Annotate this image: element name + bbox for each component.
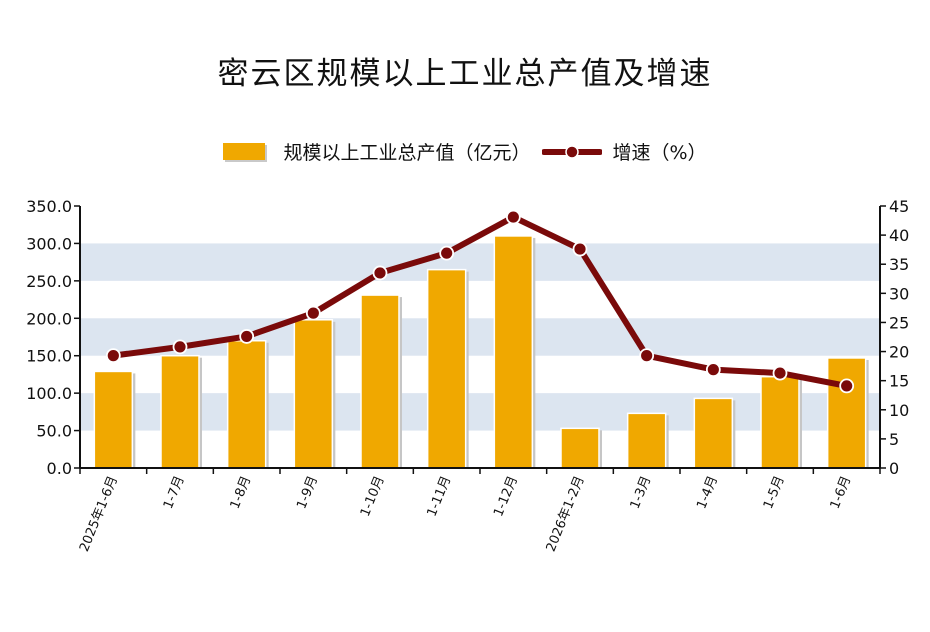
legend-item-output: 规模以上工业总产值（亿元） — [223, 138, 530, 165]
y-left-tick-label: 150.0 — [26, 347, 72, 366]
growth-point — [172, 339, 188, 355]
growth-point — [305, 305, 321, 321]
bar — [93, 370, 134, 469]
bar — [360, 294, 400, 469]
legend-growth-label: 增速（%） — [612, 142, 707, 164]
growth-point — [439, 245, 455, 261]
y-right-tick-label: 45 — [889, 197, 909, 216]
growth-point — [105, 348, 121, 364]
growth-point — [839, 378, 855, 394]
y-left-tick-label: 200.0 — [26, 309, 72, 328]
x-tick-label: 1-3月 — [628, 474, 655, 511]
y-left-tick-label: 100.0 — [26, 384, 72, 403]
x-tick-label: 2025年1-6月 — [77, 474, 121, 554]
chart-title: 密云区规模以上工业总产值及增速 — [217, 56, 713, 92]
grid-band — [80, 393, 880, 431]
y-right-tick-label: 20 — [889, 343, 909, 362]
growth-point — [772, 365, 788, 381]
y-left-tick-label: 350.0 — [26, 197, 72, 216]
y-left-tick-label: 300.0 — [26, 234, 72, 253]
grid-band — [80, 243, 880, 281]
bar — [160, 354, 200, 469]
y-left-tick-label: 0.0 — [47, 459, 72, 478]
legend: 规模以上工业总产值（亿元） 增速（%） — [0, 138, 930, 165]
bar — [293, 319, 334, 469]
growth-point — [239, 329, 255, 344]
legend-item-growth: 增速（%） — [530, 138, 707, 165]
x-tick-label: 1-6月 — [828, 474, 855, 511]
growth-point — [639, 348, 655, 364]
bar — [693, 397, 734, 469]
growth-point — [505, 209, 521, 225]
x-tick-label: 1-12月 — [491, 474, 521, 519]
x-tick-label: 2026年1-2月 — [544, 474, 588, 554]
bar — [560, 427, 600, 469]
bar — [826, 357, 867, 469]
bar — [626, 412, 667, 469]
grid-band — [80, 318, 880, 356]
bar — [426, 268, 467, 469]
x-tick-label: 1-9月 — [294, 474, 321, 511]
growth-point — [372, 265, 388, 281]
bar — [760, 375, 800, 469]
growth-point — [705, 362, 721, 378]
y-right-tick-label: 35 — [889, 255, 909, 274]
x-tick-label: 1-7月 — [161, 474, 188, 511]
x-tick-label: 1-8月 — [228, 474, 255, 511]
y-left-tick-label: 50.0 — [36, 422, 72, 441]
legend-bar-swatch — [223, 143, 266, 160]
x-tick-label: 1-4月 — [694, 474, 721, 511]
y-left-tick-label: 250.0 — [26, 272, 72, 291]
bar — [493, 235, 534, 469]
legend-output-label: 规模以上工业总产值（亿元） — [283, 142, 531, 164]
y-right-tick-label: 0 — [889, 459, 899, 478]
bar — [226, 339, 267, 469]
legend-line-swatch — [542, 144, 603, 159]
growth-line — [110, 214, 850, 389]
y-right-tick-label: 5 — [889, 430, 899, 449]
y-right-tick-label: 30 — [889, 284, 909, 303]
x-tick-label: 1-11月 — [425, 474, 455, 519]
x-tick-label: 1-10月 — [358, 474, 388, 519]
y-right-tick-label: 40 — [889, 226, 909, 245]
growth-point — [572, 241, 588, 257]
y-right-tick-label: 25 — [889, 313, 909, 332]
y-right-tick-label: 10 — [889, 401, 909, 420]
x-tick-label: 1-5月 — [761, 474, 788, 511]
y-right-tick-label: 15 — [889, 372, 909, 391]
